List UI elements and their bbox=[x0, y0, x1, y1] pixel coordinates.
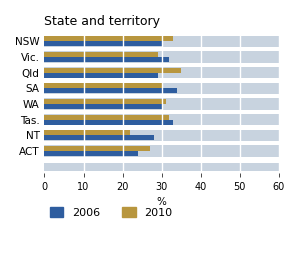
Bar bbox=[44, 130, 130, 135]
Bar bbox=[44, 83, 279, 94]
Bar bbox=[44, 57, 169, 62]
Bar bbox=[44, 67, 279, 78]
Bar bbox=[44, 36, 173, 41]
Bar bbox=[44, 52, 158, 57]
Bar bbox=[44, 163, 279, 171]
Bar bbox=[44, 145, 279, 157]
Bar bbox=[44, 73, 158, 78]
Bar bbox=[44, 41, 162, 46]
Bar bbox=[44, 36, 279, 47]
Bar bbox=[44, 115, 169, 120]
Bar bbox=[44, 68, 181, 73]
Bar bbox=[44, 88, 177, 93]
Bar bbox=[44, 104, 162, 109]
Bar bbox=[44, 135, 154, 140]
Bar bbox=[44, 51, 279, 63]
Bar bbox=[44, 151, 138, 156]
Bar bbox=[44, 146, 150, 151]
Bar bbox=[44, 99, 166, 104]
Bar bbox=[44, 114, 279, 125]
Legend: 2006, 2010: 2006, 2010 bbox=[45, 202, 177, 222]
Bar bbox=[44, 98, 279, 110]
Bar bbox=[44, 130, 279, 141]
Bar bbox=[44, 83, 162, 88]
X-axis label: %: % bbox=[157, 198, 166, 207]
Text: State and territory: State and territory bbox=[44, 15, 160, 28]
Bar bbox=[44, 120, 173, 125]
